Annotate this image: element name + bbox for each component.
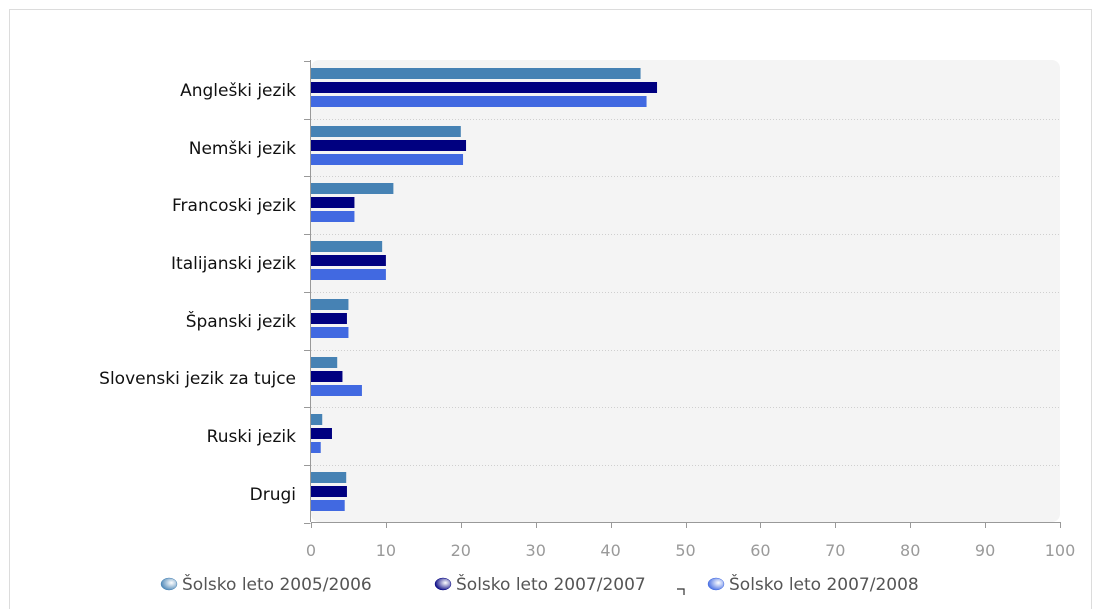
bar	[311, 357, 338, 368]
plot-area	[311, 60, 1060, 522]
bar	[311, 385, 362, 396]
x-tick-label: 30	[526, 541, 546, 560]
bar	[311, 82, 658, 93]
bar	[311, 96, 647, 107]
category-label: Italijanski jezik	[171, 254, 296, 274]
bar	[311, 140, 467, 151]
x-tick-label: 100	[1045, 541, 1076, 560]
x-tick-label: 40	[600, 541, 620, 560]
bar	[311, 486, 347, 497]
category-labels: Angleški jezik Nemški jezik Francoski jezi…	[99, 81, 296, 505]
bar	[311, 126, 461, 137]
x-tick-label: 10	[376, 541, 396, 560]
chart-frame	[9, 9, 1092, 609]
legend-swatch-icon	[434, 577, 452, 591]
x-tick-label: 50	[675, 541, 695, 560]
legend-label[interactable]: Šolsko leto 2007/2007	[456, 573, 646, 595]
gridlines	[311, 119, 1060, 466]
bar	[311, 68, 641, 79]
bar	[311, 197, 355, 208]
legend-label[interactable]: Šolsko leto 2007/2008	[729, 573, 919, 595]
category-label: Slovenski jezik za tujce	[99, 369, 296, 389]
bar	[311, 500, 345, 511]
legend-swatch-icon	[160, 577, 178, 591]
category-label: Drugi	[250, 485, 296, 505]
x-tick-label: 80	[900, 541, 920, 560]
cursor-icon	[677, 588, 685, 595]
x-tick-label: 90	[975, 541, 995, 560]
category-label: Ruski jezik	[207, 427, 296, 447]
bar	[311, 442, 321, 453]
bar	[311, 299, 349, 310]
bar	[311, 183, 394, 194]
bar	[311, 269, 386, 280]
bar	[311, 255, 386, 266]
legend-label[interactable]: Šolsko leto 2005/2006	[182, 573, 372, 595]
category-label: Angleški jezik	[180, 81, 296, 101]
bar	[311, 211, 355, 222]
category-label: Francoski jezik	[172, 196, 296, 216]
legend: Šolsko leto 2005/2006 Šolsko leto 2007/20…	[160, 573, 919, 595]
bar	[311, 428, 332, 439]
bar	[311, 154, 464, 165]
x-tick-label: 60	[750, 541, 770, 560]
bar	[311, 313, 347, 324]
category-label: Nemški jezik	[189, 139, 296, 159]
x-tick-label: 0	[306, 541, 316, 560]
x-tick-label: 20	[451, 541, 471, 560]
category-label: Španski jezik	[186, 310, 296, 332]
x-tick-label: 70	[825, 541, 845, 560]
bar	[311, 414, 323, 425]
bar	[311, 371, 343, 382]
bar	[311, 327, 349, 338]
legend-swatch-icon	[707, 577, 725, 591]
x-tick-labels: 0 10 20 30 40 50 60 70 80 90 100	[306, 541, 1075, 560]
bar	[311, 472, 347, 483]
bars	[311, 68, 658, 511]
bar	[311, 241, 383, 252]
axes	[304, 60, 1061, 528]
